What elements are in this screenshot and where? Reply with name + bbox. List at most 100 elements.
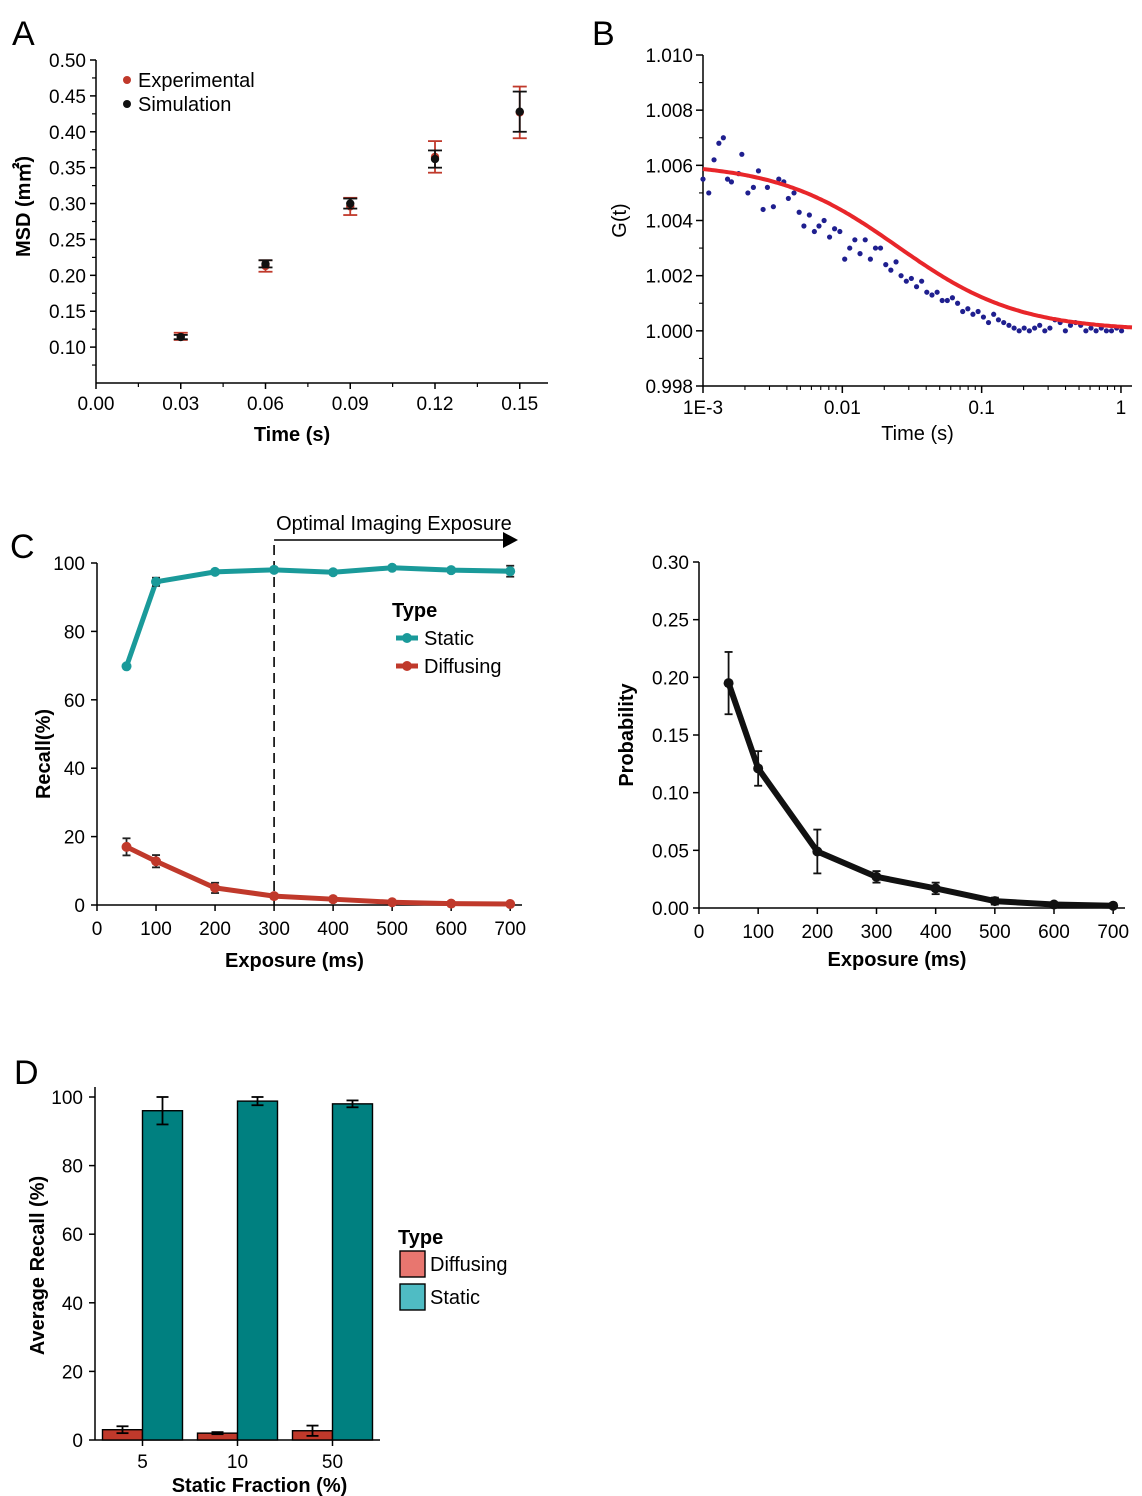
data-point — [934, 289, 940, 295]
x-tick-label: 500 — [979, 922, 1011, 943]
data-point — [745, 190, 751, 196]
y-tick-label: 80 — [62, 1157, 83, 1178]
y-tick-label: 0.40 — [49, 123, 86, 144]
data-point — [908, 275, 914, 282]
x-tick-label: 400 — [920, 922, 952, 943]
data-point-diffusing — [121, 841, 132, 852]
data-point — [1049, 899, 1059, 910]
y-tick-label: 0.00 — [652, 899, 689, 920]
data-point — [791, 190, 797, 196]
data-point — [985, 319, 992, 326]
legend-label-diffusing: Diffusing — [424, 656, 501, 678]
data-point — [806, 212, 812, 218]
legend-marker-experimental — [123, 76, 131, 84]
data-point — [872, 245, 879, 251]
data-point-diffusing — [151, 856, 162, 867]
annotation-label: Optimal Imaging Exposure — [276, 513, 512, 535]
y-tick-label: 0.50 — [49, 51, 86, 72]
data-point — [785, 195, 791, 202]
data-point — [831, 226, 838, 232]
x-axis-label: Exposure (ms) — [828, 949, 967, 971]
x-tick-label: 700 — [494, 919, 526, 940]
data-point — [760, 206, 766, 213]
y-tick-label: 0.30 — [49, 195, 86, 216]
data-point — [1108, 328, 1115, 334]
y-tick-label: 0.30 — [652, 553, 689, 574]
data-point — [944, 297, 950, 304]
panel-letter-a: A — [12, 15, 35, 53]
x-tick-label: 600 — [435, 919, 467, 940]
panel-letter-d: D — [14, 1054, 39, 1092]
y-tick-label: 0 — [74, 896, 85, 917]
data-point — [1083, 328, 1089, 334]
y-tick-label: 100 — [51, 1088, 83, 1109]
x-tick-label: 0 — [92, 919, 103, 940]
y-tick-label: 0.10 — [652, 784, 689, 805]
data-point — [919, 278, 925, 284]
x-tick-label: 1E-3 — [683, 398, 723, 419]
legend-label-experimental: Experimental — [138, 70, 255, 92]
legend-title: Type — [392, 600, 437, 622]
data-point — [801, 223, 807, 229]
data-point — [930, 883, 941, 894]
x-tick-label: 0.00 — [78, 394, 115, 415]
x-tick-label: 0.1 — [968, 398, 994, 419]
data-point — [700, 176, 706, 182]
x-tick-label: 300 — [861, 922, 893, 943]
y-axis-label: Probability — [616, 682, 638, 786]
data-point — [811, 228, 817, 235]
x-tick-label: 0.15 — [501, 394, 538, 415]
data-point-diffusing — [387, 897, 398, 908]
y-tick-label: 40 — [62, 1294, 83, 1315]
y-tick-label: 0.45 — [49, 87, 86, 108]
panel-letter-b: B — [592, 15, 615, 53]
x-tick-label: 700 — [1097, 922, 1129, 943]
data-point — [776, 176, 782, 182]
panel-c-probability-chart: 0 100 200 300 400 500 600 700 0.00 0.05 0.10 0.15 0.… — [616, 553, 1129, 971]
data-point — [816, 223, 822, 229]
data-point — [1088, 325, 1094, 331]
data-point — [1062, 328, 1068, 334]
x-tick-label: 200 — [199, 919, 231, 940]
y-tick-label: 1.000 — [645, 322, 693, 343]
data-point — [989, 896, 1000, 907]
data-point-diffusing — [505, 898, 516, 909]
x-tick-label: 0.06 — [247, 394, 284, 415]
x-axis-label: Time (s) — [881, 423, 954, 445]
data-point — [871, 871, 882, 882]
data-point — [980, 314, 987, 320]
data-point — [755, 168, 762, 174]
data-point-simulation — [430, 154, 440, 164]
data-point-static — [328, 567, 339, 578]
data-point — [913, 284, 920, 290]
data-point — [1011, 325, 1017, 331]
x-tick-label: 0.03 — [162, 394, 199, 415]
data-point-static — [210, 566, 221, 577]
bar-static — [331, 1103, 374, 1441]
data-point-simulation — [515, 107, 524, 116]
data-point — [728, 179, 735, 185]
data-point — [1037, 322, 1043, 328]
data-point — [877, 245, 884, 251]
y-tick-label: 1.010 — [645, 46, 693, 67]
legend-swatch-diffusing — [399, 1250, 426, 1278]
data-point — [796, 209, 802, 215]
data-point — [764, 184, 771, 190]
y-tick-label: 100 — [53, 554, 85, 575]
x-tick-label: 1 — [1116, 398, 1127, 419]
data-point-diffusing — [269, 891, 280, 902]
data-point — [1042, 328, 1048, 334]
data-point — [711, 157, 717, 163]
data-point — [1108, 900, 1119, 911]
y-tick-label: 0.15 — [49, 302, 86, 323]
data-point — [1016, 328, 1022, 334]
series-line-static — [124, 565, 511, 668]
x-tick-label: 200 — [801, 922, 833, 943]
data-point — [847, 245, 853, 251]
data-point — [1001, 319, 1007, 326]
x-tick-label: 0.12 — [417, 394, 454, 415]
y-tick-label: 0.05 — [652, 841, 689, 862]
